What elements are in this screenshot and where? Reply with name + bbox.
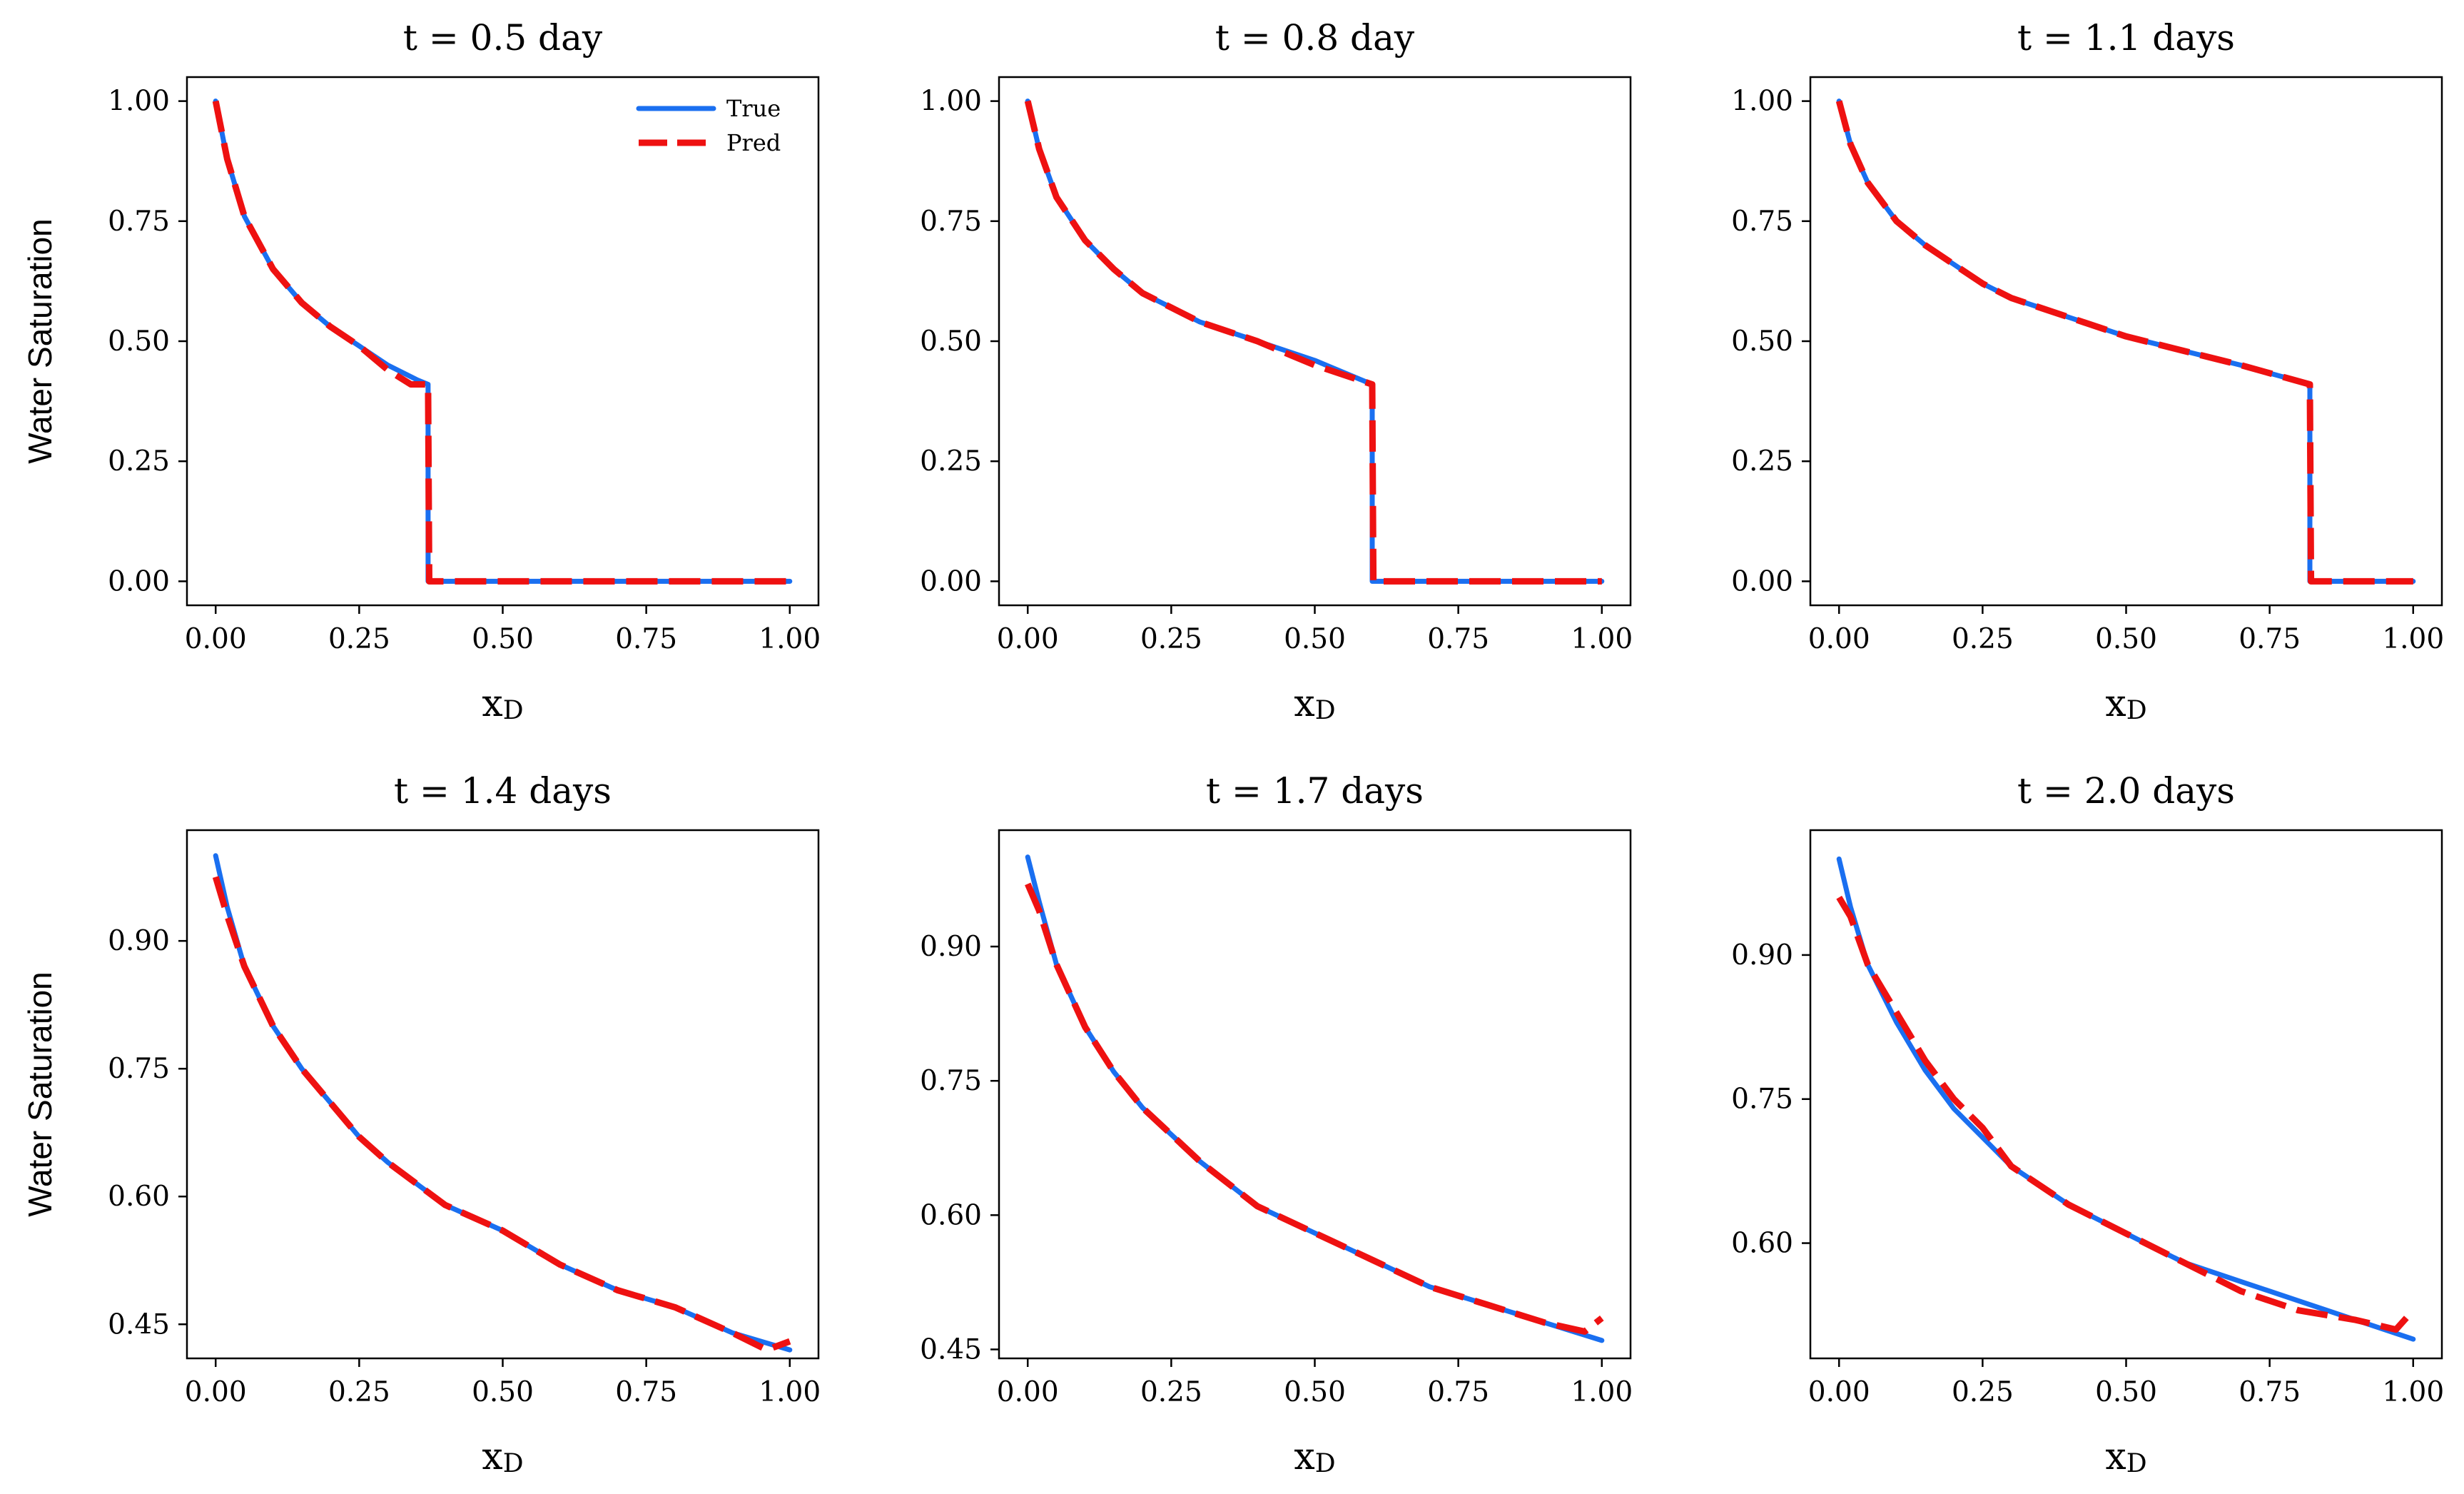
x-tick-label: 0.75 xyxy=(2239,1376,2301,1408)
y-tick-label: 1.00 xyxy=(1731,86,1793,118)
axes-frame xyxy=(186,829,820,1360)
x-tick-label: 1.00 xyxy=(759,623,821,655)
y-tick-label: 0.90 xyxy=(1731,939,1793,971)
x-tick-label: 0.00 xyxy=(997,1376,1059,1408)
series-pred-line xyxy=(212,876,791,1353)
x-tick-label: 0.25 xyxy=(1952,623,2014,655)
x-axis-label: xD xyxy=(1294,1435,1335,1478)
x-axis-label: xD xyxy=(1294,682,1335,725)
series-pred-line xyxy=(1025,882,1604,1335)
y-tick-label: 0.50 xyxy=(920,325,982,358)
y-tick-label: 0.75 xyxy=(920,1065,982,1097)
subplot-title: t = 1.1 days xyxy=(2017,17,2235,59)
x-tick-label: 0.00 xyxy=(1808,1376,1870,1408)
x-tick-label: 0.50 xyxy=(472,1376,534,1408)
y-tick-label: 0.60 xyxy=(1731,1228,1793,1260)
y-tick-label: 1.00 xyxy=(108,86,170,118)
series-true-line xyxy=(213,99,793,584)
y-tick-label: 0.00 xyxy=(1731,565,1793,597)
x-tick-label: 0.75 xyxy=(2239,623,2301,655)
y-tick-label: 0.90 xyxy=(108,925,170,957)
x-axis-label: xD xyxy=(2105,682,2146,725)
x-tick-label: 0.25 xyxy=(1952,1376,2014,1408)
x-tick-label: 0.00 xyxy=(185,623,247,655)
y-tick-label: 0.00 xyxy=(920,565,982,597)
subplot-2: t = 0.8 day 0.00 0.25 0.50 0.75 1.00 0.00 0.25 0… xyxy=(920,17,1633,725)
x-tick-label: 0.25 xyxy=(1140,623,1202,655)
y-tick-label: 0.50 xyxy=(1731,325,1793,358)
x-tick-label: 0.50 xyxy=(1284,1376,1346,1408)
y-tick-label: 0.50 xyxy=(108,325,170,358)
y-tick-label: 0.75 xyxy=(108,206,170,238)
subplot-5: t = 1.7 days 0.00 0.25 0.50 0.75 1.00 0.45 0.60… xyxy=(920,770,1633,1478)
y-tick-label: 0.75 xyxy=(108,1053,170,1085)
y-tick-label: 0.00 xyxy=(108,565,170,597)
x-tick-label: 0.75 xyxy=(615,623,677,655)
x-tick-label: 0.25 xyxy=(328,623,390,655)
legend: True Pred xyxy=(636,95,781,156)
x-tick-label: 1.00 xyxy=(1571,1376,1633,1408)
axes-frame xyxy=(186,76,820,607)
y-tick-label: 0.75 xyxy=(920,206,982,238)
axes-frame xyxy=(1809,829,2443,1360)
x-axis-label: xD xyxy=(482,1435,523,1478)
series-pred-line xyxy=(1836,895,2416,1333)
y-tick-label: 0.75 xyxy=(1731,1084,1793,1116)
y-tick-label: 0.45 xyxy=(108,1308,170,1341)
y-tick-label: 1.00 xyxy=(920,86,982,118)
subplot-3: t = 1.1 days 0.00 0.25 0.50 0.75 1.00 0.00 0.25… xyxy=(1731,17,2444,725)
y-tick-label: 0.25 xyxy=(108,445,170,478)
axes-frame xyxy=(1809,76,2443,607)
x-tick-label: 1.00 xyxy=(2382,1376,2444,1408)
subplot-title: t = 2.0 days xyxy=(2017,770,2235,812)
subplot-1: t = 0.5 day 0.00 0.25 0.50 0.75 1.00 0.00 0.25 0… xyxy=(21,17,821,725)
x-tick-label: 0.00 xyxy=(997,623,1059,655)
y-tick-label: 0.45 xyxy=(920,1333,982,1366)
axes-frame xyxy=(998,829,1632,1360)
y-tick-label: 0.60 xyxy=(920,1199,982,1231)
subplot-6: t = 2.0 days 0.00 0.25 0.50 0.75 1.00 0.60 0.75… xyxy=(1731,770,2444,1478)
x-tick-label: 1.00 xyxy=(759,1376,821,1408)
series-true-line xyxy=(1025,99,1605,584)
subplot-title: t = 1.4 days xyxy=(394,770,612,812)
y-tick-label: 0.60 xyxy=(108,1181,170,1213)
series-true-line xyxy=(1836,99,2416,584)
x-axis-label: xD xyxy=(482,682,523,725)
y-tick-label: 0.75 xyxy=(1731,206,1793,238)
subplot-title: t = 1.7 days xyxy=(1206,770,1424,812)
y-axis-label: Water Saturation xyxy=(21,971,59,1216)
series-pred-line xyxy=(1024,100,1602,585)
y-tick-label: 0.25 xyxy=(1731,445,1793,478)
subplot-grid: t = 0.5 day 0.00 0.25 0.50 0.75 1.00 0.00 0.25 0… xyxy=(21,17,2444,1478)
subplot-4: t = 1.4 days 0.00 0.25 0.50 0.75 1.00 0.45 0.60… xyxy=(21,770,821,1478)
x-tick-label: 0.75 xyxy=(1427,1376,1489,1408)
x-tick-label: 0.00 xyxy=(185,1376,247,1408)
series-pred-line xyxy=(1835,100,2413,585)
legend-true-label: True xyxy=(726,95,781,122)
series-true-line xyxy=(1836,856,2416,1342)
x-tick-label: 0.50 xyxy=(2095,623,2157,655)
x-tick-label: 0.25 xyxy=(1140,1376,1202,1408)
series-true-line xyxy=(1025,854,1605,1343)
series-true-line xyxy=(213,853,793,1353)
y-axis-label: Water Saturation xyxy=(21,218,59,463)
y-tick-label: 0.90 xyxy=(920,931,982,963)
x-tick-label: 0.50 xyxy=(2095,1376,2157,1408)
y-tick-label: 0.25 xyxy=(920,445,982,478)
legend-pred-label: Pred xyxy=(726,129,781,156)
x-tick-label: 0.25 xyxy=(328,1376,390,1408)
x-tick-label: 1.00 xyxy=(2382,623,2444,655)
subplot-title: t = 0.8 day xyxy=(1215,17,1415,59)
x-tick-label: 0.00 xyxy=(1808,623,1870,655)
x-tick-label: 0.50 xyxy=(1284,623,1346,655)
axes-frame xyxy=(998,76,1632,607)
x-tick-label: 1.00 xyxy=(1571,623,1633,655)
x-axis-label: xD xyxy=(2105,1435,2146,1478)
x-tick-label: 0.50 xyxy=(472,623,534,655)
series-pred-line xyxy=(212,100,790,585)
subplot-title: t = 0.5 day xyxy=(403,17,603,59)
x-tick-label: 0.75 xyxy=(615,1376,677,1408)
x-tick-label: 0.75 xyxy=(1427,623,1489,655)
